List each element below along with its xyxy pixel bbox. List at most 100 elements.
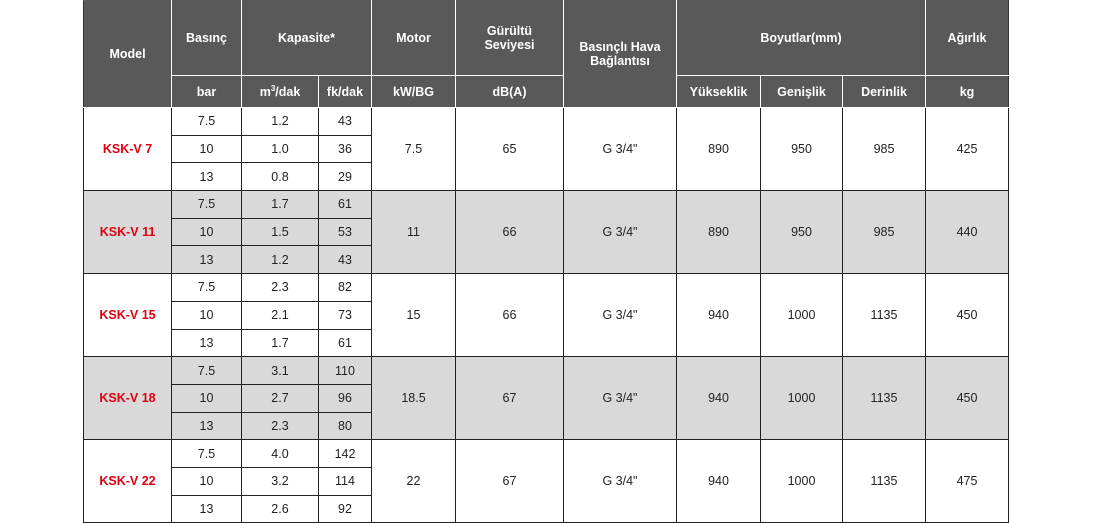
table-row: KSK-V 15 7.5 2.3 82 15 66 G 3/4" 940 1000 1135 450 [83,273,1009,358]
motor-power: 11 [371,190,456,275]
unit-m3-base: m [259,85,271,100]
air-connection: G 3/4" [563,106,677,192]
weight: 440 [925,190,1009,275]
capacity-m3: 0.8 [241,162,319,192]
noise-level: 66 [455,273,564,358]
table-row: KSK-V 22 7.5 4.0 142 22 67 G 3/4" 940 1000 1135 47… [83,439,1009,523]
pressure-bar: 13 [171,411,242,441]
pressure-bar: 10 [171,300,242,330]
table-row: KSK-V 11 7.5 1.7 61 11 66 G 3/4" 890 950 985 440 [83,190,1009,275]
dim-height: 890 [676,190,761,275]
model-name: KSK-V 18 [83,356,172,441]
header-depth: Derinlik [842,75,926,108]
motor-power: 7.5 [371,106,456,192]
capacity-cfm: 29 [318,162,372,192]
dim-width: 1000 [760,273,843,358]
dim-depth: 985 [842,106,926,192]
pressure-bar: 7.5 [171,107,242,136]
pressure-bar: 13 [171,494,242,523]
pressure-bar: 10 [171,134,242,164]
capacity-cfm: 82 [318,273,372,302]
capacity-cfm: 53 [318,217,372,247]
capacity-cfm: 61 [318,190,372,219]
model-name: KSK-V 7 [83,106,172,192]
pressure-bar: 10 [171,383,242,413]
pressure-bar: 13 [171,328,242,358]
capacity-cfm: 110 [318,356,372,385]
dim-height: 940 [676,356,761,441]
header-noise: Gürültü Seviyesi [455,0,564,76]
capacity-cfm: 142 [318,439,372,468]
capacity-m3: 2.1 [241,300,319,330]
unit-weight: kg [925,75,1009,108]
unit-bar: bar [171,75,242,108]
dim-width: 1000 [760,356,843,441]
pressure-bar: 7.5 [171,190,242,219]
model-name: KSK-V 22 [83,439,172,523]
header-weight: Ağırlık [925,0,1009,76]
header-air-connection: Basınçlı Hava Bağlantısı [563,0,677,108]
dim-height: 890 [676,106,761,192]
header-motor: Motor [371,0,456,76]
pressure-bar: 13 [171,245,242,275]
capacity-m3: 3.1 [241,356,319,385]
motor-power: 15 [371,273,456,358]
pressure-bar: 7.5 [171,356,242,385]
capacity-cfm: 80 [318,411,372,441]
table-row: 13 0.8 29 [84,162,1009,192]
capacity-cfm: 43 [318,245,372,275]
header-model: Model [83,0,172,108]
noise-level: 67 [455,439,564,523]
table-body: KSK-V 7 7.5 1.2 43 7.5 65 G 3/4" 890 950 985 425 10… [83,106,1009,523]
header-capacity: Kapasite* [241,0,372,76]
pressure-bar: 7.5 [171,273,242,302]
air-connection: G 3/4" [563,439,677,523]
noise-level: 66 [455,190,564,275]
model-name: KSK-V 15 [83,273,172,358]
capacity-cfm: 43 [318,107,372,136]
unit-m3-per-min: m3/dak [241,75,319,108]
capacity-m3: 1.2 [241,245,319,275]
header-width: Genişlik [760,75,843,108]
capacity-m3: 2.3 [241,411,319,441]
air-connection: G 3/4" [563,356,677,441]
noise-level: 65 [455,106,564,192]
dim-depth: 1135 [842,439,926,523]
capacity-m3: 1.7 [241,328,319,358]
weight: 450 [925,273,1009,358]
compressor-spec-table: Model Basınç Kapasite* Motor Gürültü Sev… [83,0,1009,523]
table-row: KSK-V 18 7.5 3.1 110 18.5 67 G 3/4" 940 1000 1135… [83,356,1009,441]
noise-level: 67 [455,356,564,441]
unit-motor: kW/BG [371,75,456,108]
unit-m3-rest: /dak [275,85,301,100]
header-pressure: Basınç [171,0,242,76]
unit-cfm: fk/dak [318,75,372,108]
air-connection: G 3/4" [563,190,677,275]
pressure-bar: 13 [171,162,242,192]
unit-noise: dB(A) [455,75,564,108]
capacity-m3: 4.0 [241,439,319,468]
capacity-m3: 3.2 [241,466,319,496]
capacity-cfm: 36 [318,134,372,164]
pressure-bar: 7.5 [171,439,242,468]
table-row: 10 1.0 36 [84,134,1009,164]
table-row: KSK-V 7 7.5 1.2 43 7.5 65 G 3/4" 890 950 985 425 [83,106,1009,192]
dim-width: 950 [760,106,843,192]
dim-width: 1000 [760,439,843,523]
dim-height: 940 [676,273,761,358]
table-row: 13 2.3 80 [84,411,1009,441]
dim-width: 950 [760,190,843,275]
dim-depth: 1135 [842,356,926,441]
header-height: Yükseklik [676,75,761,108]
capacity-m3: 2.7 [241,383,319,413]
motor-power: 22 [371,439,456,523]
capacity-cfm: 73 [318,300,372,330]
weight: 450 [925,356,1009,441]
capacity-m3: 1.7 [241,190,319,219]
capacity-m3: 2.6 [241,494,319,523]
table-row: 10 1.5 53 [84,217,1009,247]
capacity-m3: 1.5 [241,217,319,247]
header-dimensions: Boyutlar(mm) [676,0,926,76]
weight: 425 [925,106,1009,192]
pressure-bar: 10 [171,217,242,247]
